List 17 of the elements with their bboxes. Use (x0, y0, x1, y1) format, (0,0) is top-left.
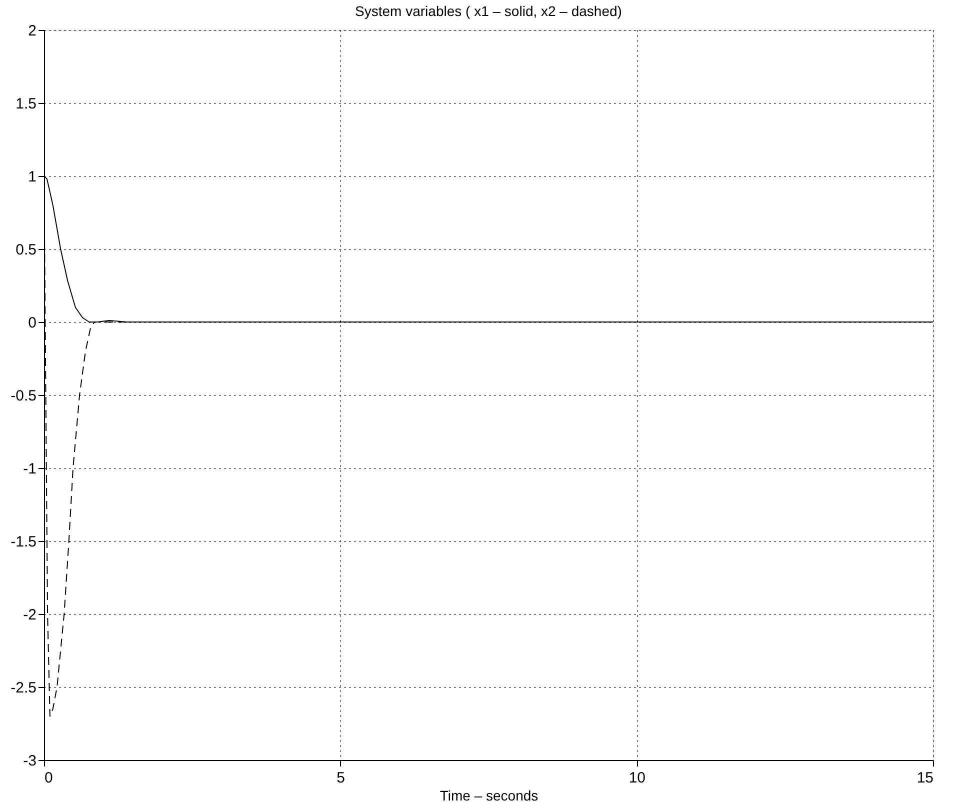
y-tick-label: 0.5 (16, 242, 36, 258)
y-tick-label: 0 (28, 314, 36, 332)
x-tick-label: 5 (336, 770, 346, 786)
y-tick-label: 1 (28, 168, 36, 186)
y-tick-label: -3 (23, 752, 36, 770)
y-tick-label: -1 (23, 460, 36, 478)
x-axis-title: Time – seconds (440, 788, 538, 802)
x-tick-label: 15 (916, 770, 934, 786)
chart-title: System variables ( x1 – solid, x2 – dashed) (355, 3, 622, 19)
x-tick-label: 10 (628, 770, 646, 786)
y-tick-label: 1.5 (16, 96, 36, 112)
y-tick-label: -2 (23, 606, 36, 624)
y-tick-label: -2.5 (10, 680, 36, 696)
y-tick-label: -0.5 (10, 388, 36, 404)
x-tick-label: 0 (44, 770, 53, 786)
y-tick-label: 2 (28, 22, 36, 40)
y-tick-label: -1.5 (10, 534, 36, 550)
